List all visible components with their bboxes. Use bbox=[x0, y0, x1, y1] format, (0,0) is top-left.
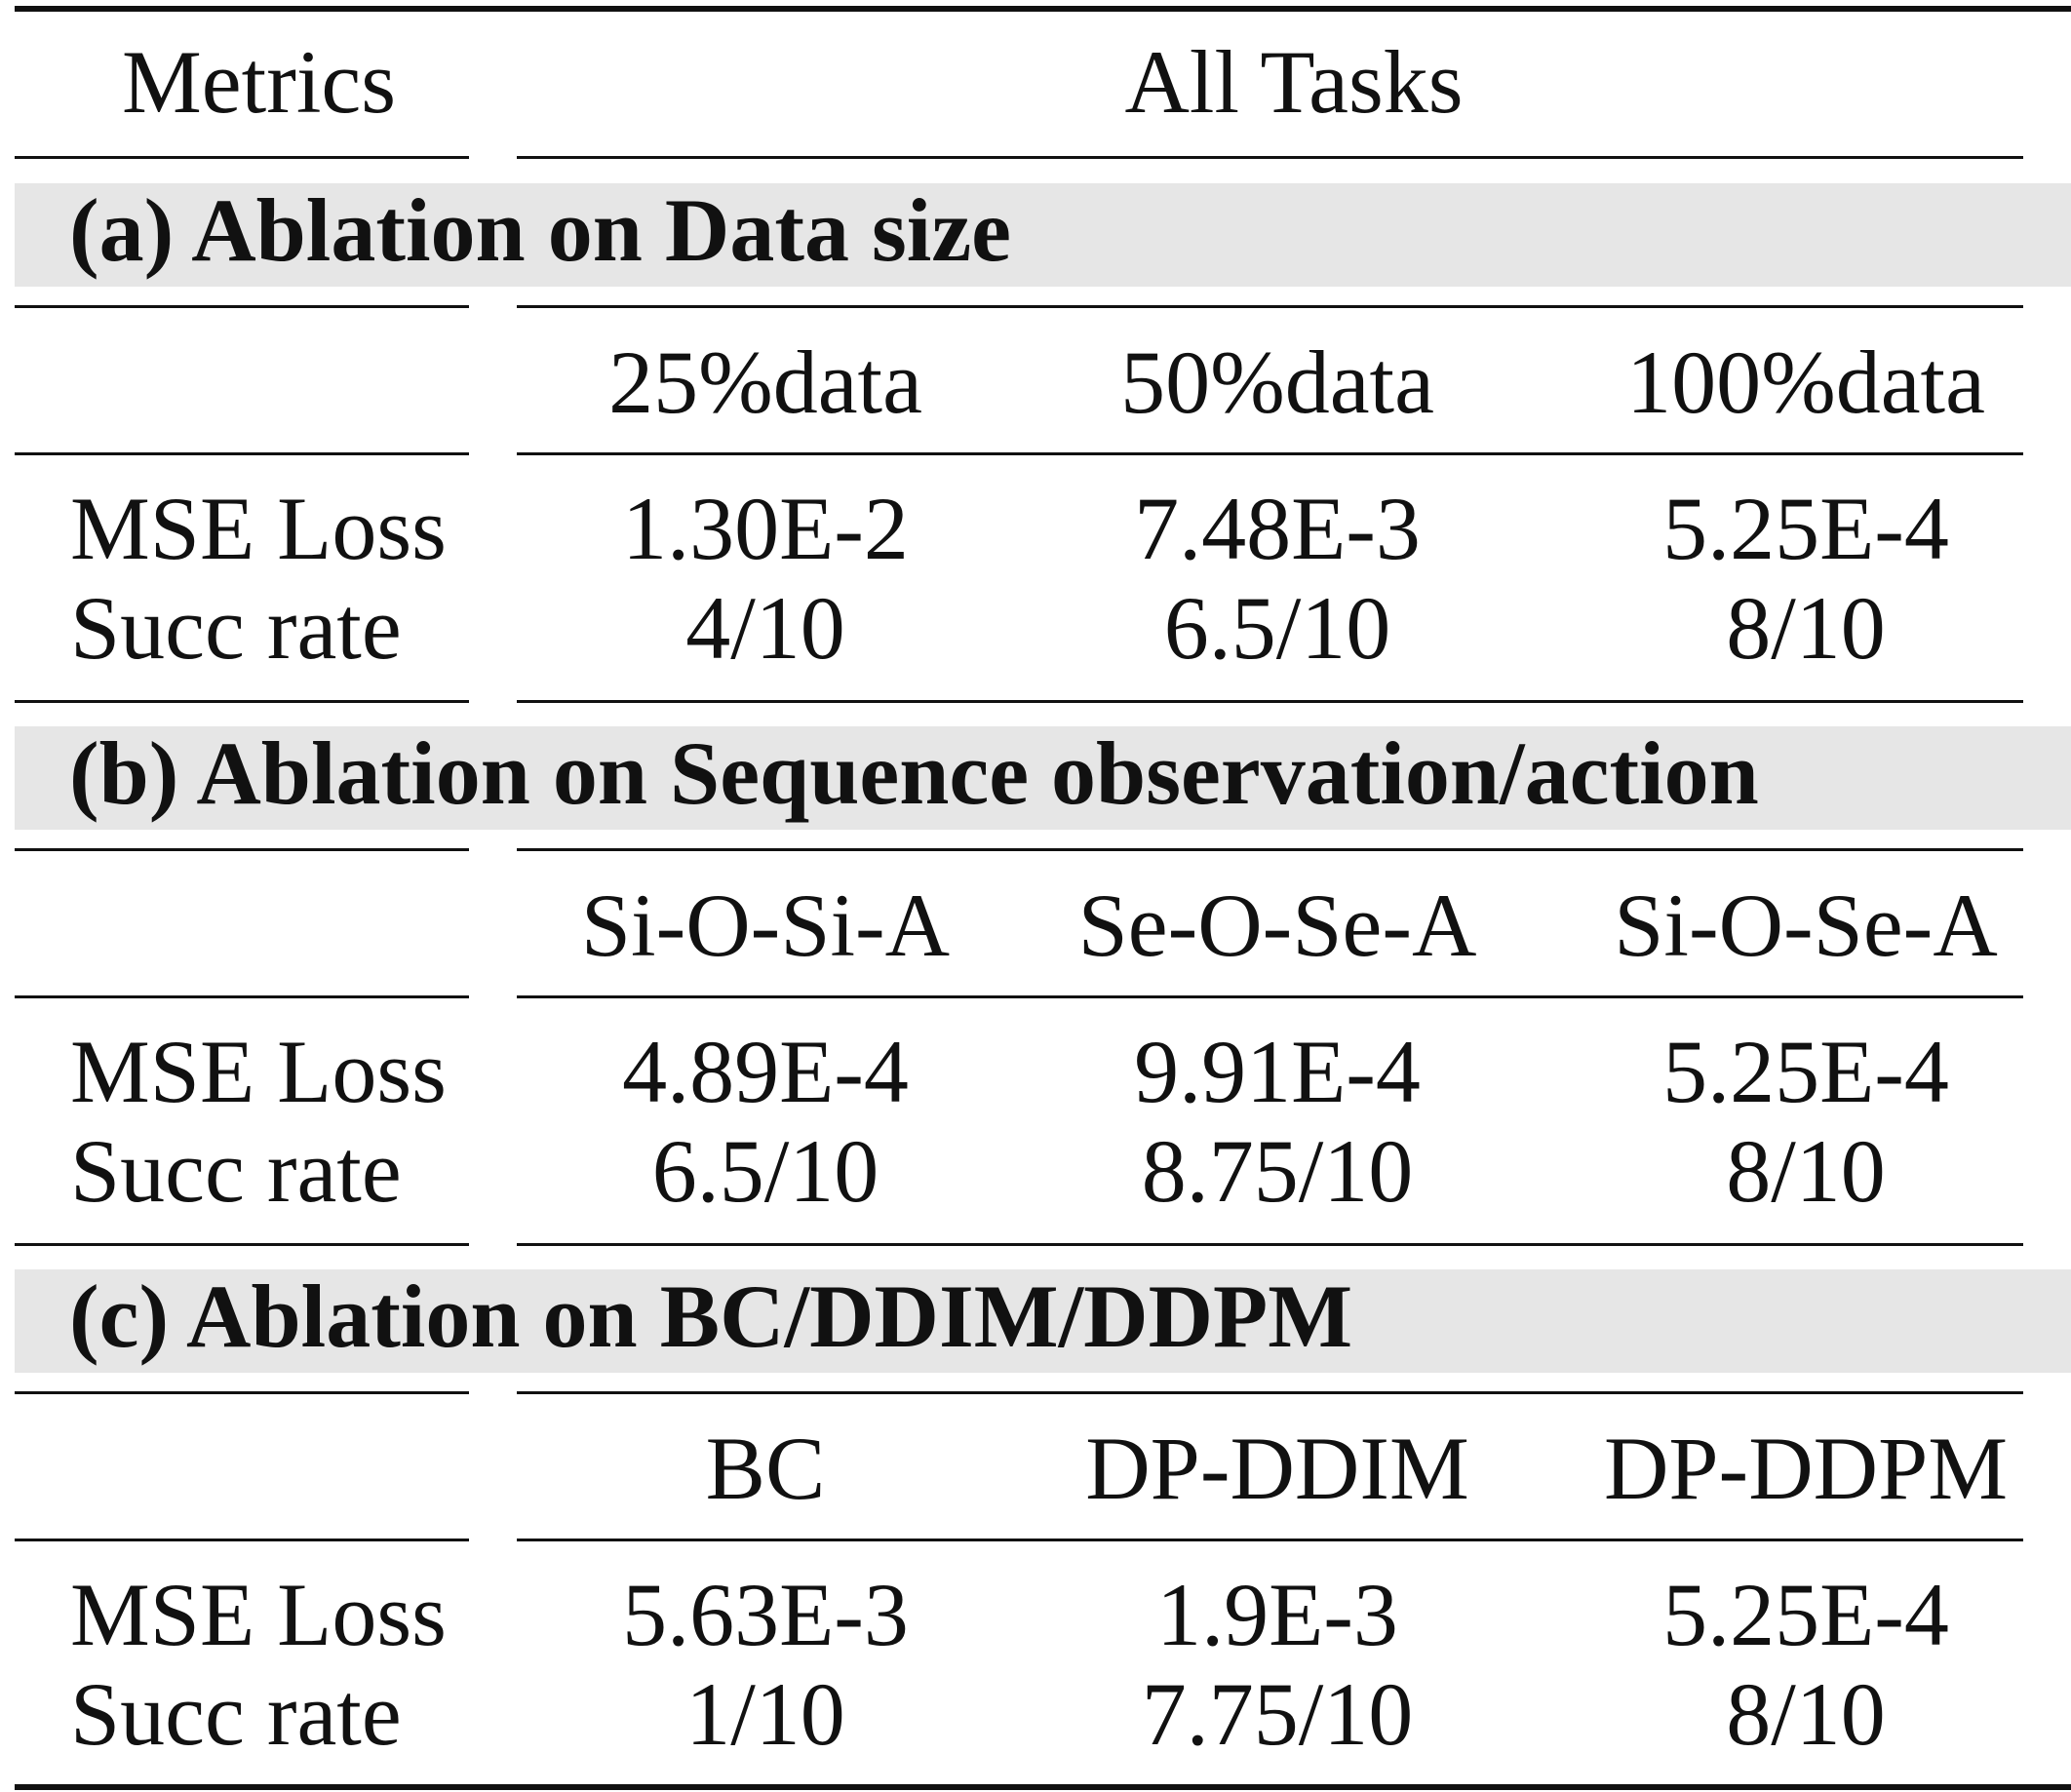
section-band: (c) Ablation on BC/DDIM/DDPM bbox=[15, 1269, 2071, 1373]
row-label: Succ rate bbox=[70, 1664, 402, 1764]
section-title: (a) Ablation on Data size bbox=[69, 180, 1011, 280]
table-cell: 7.48E-3 bbox=[1134, 479, 1421, 578]
section-title: (b) Ablation on Sequence observation/act… bbox=[69, 723, 1759, 823]
row-label: MSE Loss bbox=[70, 1565, 447, 1664]
table-cell: 5.25E-4 bbox=[1662, 1565, 1949, 1664]
section-end-rule-left bbox=[15, 1243, 469, 1246]
column-header: Si-O-Se-A bbox=[1614, 876, 1998, 975]
section-rule-left bbox=[15, 305, 469, 308]
table-cell: 4/10 bbox=[685, 578, 845, 678]
column-header: 100%data bbox=[1626, 332, 1985, 432]
section-end-rule-left bbox=[15, 700, 469, 703]
section-band: (a) Ablation on Data size bbox=[15, 183, 2071, 287]
column-header: BC bbox=[705, 1419, 826, 1518]
table-cell: 8/10 bbox=[1726, 1664, 1886, 1764]
section-end-rule-right bbox=[517, 700, 2023, 703]
section-title: (c) Ablation on BC/DDIM/DDPM bbox=[69, 1266, 1353, 1366]
row-label: MSE Loss bbox=[70, 1022, 447, 1121]
column-header: 25%data bbox=[608, 332, 922, 432]
column-rule-right bbox=[517, 452, 2023, 455]
row-label: Succ rate bbox=[70, 1121, 402, 1221]
table-cell: 8/10 bbox=[1726, 1121, 1886, 1221]
section-rule-left bbox=[15, 848, 469, 851]
table-cell: 4.89E-4 bbox=[622, 1022, 909, 1121]
section-rule-right bbox=[517, 1391, 2023, 1394]
top-rule bbox=[15, 6, 2071, 12]
section-rule-right bbox=[517, 305, 2023, 308]
table-cell: 5.25E-4 bbox=[1662, 1022, 1949, 1121]
column-rule-right bbox=[517, 1539, 2023, 1541]
table-cell: 5.25E-4 bbox=[1662, 479, 1949, 578]
section-end-rule-right bbox=[517, 1243, 2023, 1246]
table-cell: 6.5/10 bbox=[1163, 578, 1391, 678]
section-rule-right bbox=[517, 848, 2023, 851]
table-cell: 8/10 bbox=[1726, 578, 1886, 678]
header-all-tasks: All Tasks bbox=[1124, 32, 1464, 132]
column-rule-left bbox=[15, 1539, 469, 1541]
column-header: Si-O-Si-A bbox=[580, 876, 951, 975]
table-cell: 8.75/10 bbox=[1141, 1121, 1414, 1221]
table-cell: 6.5/10 bbox=[651, 1121, 879, 1221]
table-cell: 1/10 bbox=[685, 1664, 845, 1764]
column-header: 50%data bbox=[1120, 332, 1434, 432]
table-cell: 7.75/10 bbox=[1141, 1664, 1414, 1764]
column-rule-left bbox=[15, 995, 469, 998]
header-metrics: Metrics bbox=[122, 32, 397, 132]
table-cell: 9.91E-4 bbox=[1134, 1022, 1421, 1121]
table-cell: 1.30E-2 bbox=[622, 479, 909, 578]
bottom-rule bbox=[15, 1784, 2071, 1790]
row-label: Succ rate bbox=[70, 578, 402, 678]
table-cell: 1.9E-3 bbox=[1156, 1565, 1398, 1664]
section-rule-left bbox=[15, 1391, 469, 1394]
section-band: (b) Ablation on Sequence observation/act… bbox=[15, 726, 2071, 830]
row-label: MSE Loss bbox=[70, 479, 447, 578]
column-rule-right bbox=[517, 995, 2023, 998]
table-cell: 5.63E-3 bbox=[622, 1565, 909, 1664]
column-header: Se-O-Se-A bbox=[1077, 876, 1477, 975]
header-rule-left bbox=[15, 156, 469, 159]
column-header: DP-DDPM bbox=[1603, 1419, 2009, 1518]
header-rule-right bbox=[517, 156, 2023, 159]
column-header: DP-DDIM bbox=[1085, 1419, 1469, 1518]
column-rule-left bbox=[15, 452, 469, 455]
